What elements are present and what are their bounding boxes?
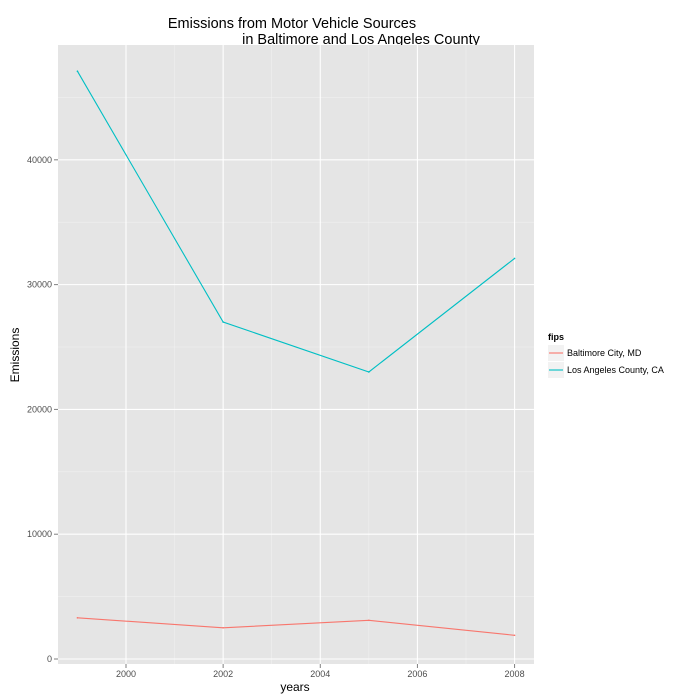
series-line-2: [76, 70, 515, 373]
y-tick-label: 40000: [27, 155, 52, 165]
x-tick-label: 2008: [505, 669, 525, 679]
data-point: [76, 617, 79, 619]
x-tick-label: 2004: [310, 669, 330, 679]
chart-title-line-1: Emissions from Motor Vehicle Sources: [168, 16, 416, 32]
data-point: [76, 70, 79, 73]
legend-title: fips: [548, 332, 564, 342]
series-layer: [76, 70, 516, 637]
data-point: [222, 321, 224, 323]
legend-label: Los Angeles County, CA: [567, 365, 664, 375]
y-tick-label: 20000: [27, 404, 52, 414]
data-point: [368, 619, 370, 622]
grid-minor: [58, 45, 534, 664]
y-tick-label: 10000: [27, 529, 52, 539]
x-axis-ticks: 2000 2002 2004 2006 2008: [116, 664, 525, 679]
x-tick-label: 2000: [116, 669, 136, 679]
data-point: [368, 371, 370, 373]
x-tick-label: 2006: [407, 669, 427, 679]
y-axis-ticks: 0 10000 20000 30000 40000: [27, 155, 58, 664]
chart-title-line-2: in Baltimore and Los Angeles County: [242, 32, 481, 48]
data-point: [222, 627, 224, 629]
legend-items: Baltimore City, MD Los Angeles County, CA: [548, 345, 664, 378]
x-axis-title: years: [280, 680, 309, 694]
x-tick-label: 2002: [213, 669, 233, 679]
series-line-1: [77, 617, 515, 636]
y-tick-label: 0: [47, 654, 52, 664]
data-point: [513, 634, 516, 637]
y-axis-title: Emissions: [8, 328, 22, 383]
data-point: [513, 257, 516, 260]
y-tick-label: 30000: [27, 280, 52, 290]
legend-label: Baltimore City, MD: [567, 348, 642, 358]
grid-major: [58, 45, 534, 664]
legend: fips Baltimore City, MD Los Angeles Count…: [548, 332, 664, 378]
plot-panel: [58, 45, 534, 664]
